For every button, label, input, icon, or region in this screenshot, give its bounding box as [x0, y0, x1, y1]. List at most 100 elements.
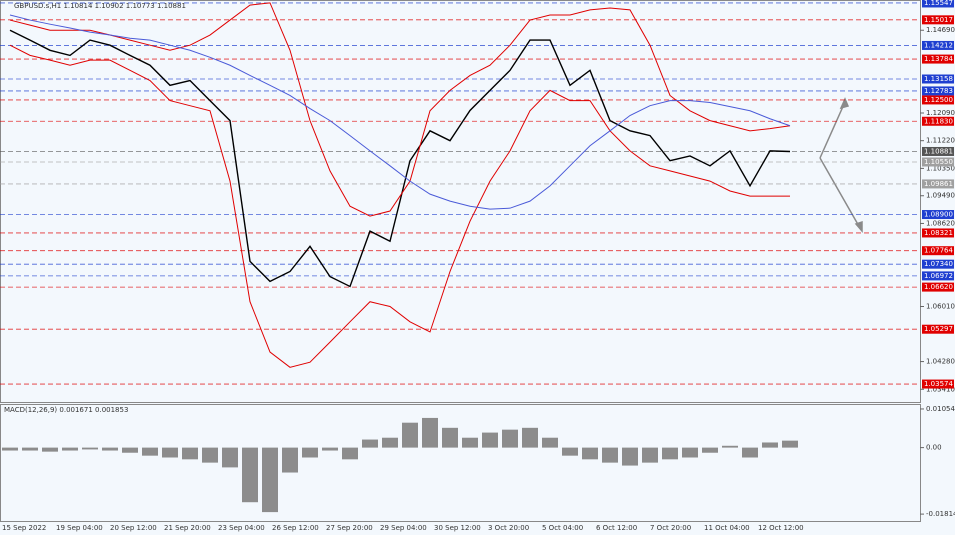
- level-label: 1.10550: [924, 158, 953, 166]
- level-label-box: [922, 179, 954, 189]
- level-label-box: [922, 54, 954, 64]
- histogram-bar: [102, 447, 118, 451]
- x-tick-label: 5 Oct 04:00: [542, 524, 583, 532]
- level-label-box: [922, 116, 954, 126]
- x-tick-label: 21 Sep 20:00: [164, 524, 211, 532]
- histogram-bar: [242, 447, 258, 503]
- histogram-bar: [22, 447, 38, 451]
- x-tick-label: 11 Oct 04:00: [704, 524, 750, 532]
- level-label: 1.08321: [924, 229, 953, 237]
- histogram-bar: [142, 447, 158, 456]
- histogram-bar: [642, 447, 658, 463]
- histogram-bar: [422, 417, 438, 448]
- y-tick-label: 1.14690: [926, 26, 955, 34]
- x-tick-label: 20 Sep 12:00: [110, 524, 157, 532]
- histogram-bar: [262, 447, 278, 513]
- level-label: 1.13784: [924, 55, 953, 63]
- level-label-box: [922, 271, 954, 281]
- histogram-bar: [42, 447, 58, 452]
- histogram-bar: [662, 447, 678, 460]
- histogram-bar: [362, 439, 378, 448]
- histogram-bar: [782, 440, 798, 448]
- level-label: 1.12783: [924, 87, 953, 95]
- level-label-box: [922, 282, 954, 292]
- level-label: 1.09861: [924, 180, 953, 188]
- macd-title: MACD(12,26,9) 0.001671 0.001853: [4, 406, 128, 414]
- level-label-box: [922, 324, 954, 334]
- histogram-bar: [522, 427, 538, 448]
- level-label-box: [922, 74, 954, 84]
- histogram-bar: [502, 429, 518, 448]
- histogram-bar: [82, 447, 98, 450]
- y-tick-label: 1.06010: [926, 303, 955, 311]
- histogram-bar: [542, 437, 558, 448]
- x-tick-label: 19 Sep 04:00: [56, 524, 103, 532]
- level-label-box: [922, 40, 954, 50]
- y-tick-label: 1.12090: [926, 109, 955, 117]
- histogram-bar: [202, 447, 218, 463]
- y-tick-label: 0.00: [926, 444, 942, 452]
- level-label-box: [922, 379, 954, 389]
- histogram-bar: [442, 427, 458, 448]
- level-label: 1.10881: [924, 147, 953, 155]
- histogram-bar: [182, 447, 198, 460]
- x-tick-label: 12 Oct 12:00: [758, 524, 804, 532]
- series-line: [9, 29, 791, 288]
- y-tick-label: 1.09490: [926, 192, 955, 200]
- histogram-bar: [702, 447, 718, 453]
- histogram-bar: [622, 447, 638, 466]
- level-label: 1.05297: [924, 325, 953, 333]
- histogram-bar: [722, 445, 738, 448]
- series-line: [9, 44, 790, 368]
- level-label: 1.15547: [924, 0, 953, 7]
- series-line: [9, 14, 791, 210]
- main-panel: [0, 0, 921, 403]
- macd-panel: [0, 404, 921, 522]
- level-label: 1.03574: [924, 380, 953, 388]
- x-tick-label: 26 Sep 12:00: [272, 524, 319, 532]
- level-label: 1.15017: [924, 16, 953, 24]
- histogram-bar: [602, 447, 618, 463]
- y-tick-label: 0.010545: [926, 405, 955, 413]
- y-tick-label: -0.018145: [926, 510, 955, 518]
- y-tick-label: 1.10350: [926, 164, 955, 172]
- level-label-box: [922, 15, 954, 25]
- histogram-bar: [322, 447, 338, 451]
- level-label: 1.11830: [924, 117, 953, 125]
- level-label: 1.08900: [924, 211, 953, 219]
- level-label-box: [922, 95, 954, 105]
- y-tick-label: 1.08620: [926, 219, 955, 227]
- histogram-bar: [302, 447, 318, 458]
- arrow-head: [839, 97, 850, 110]
- histogram-bar: [382, 437, 398, 448]
- histogram-bar: [2, 447, 18, 451]
- histogram-bar: [162, 447, 178, 458]
- histogram-bar: [562, 447, 578, 456]
- level-label-box: [922, 0, 954, 8]
- level-label-box: [922, 246, 954, 256]
- histogram-bar: [282, 447, 298, 473]
- x-tick-label: 29 Sep 04:00: [380, 524, 427, 532]
- level-label: 1.14212: [924, 41, 953, 49]
- y-tick-label: 1.03410: [926, 385, 955, 393]
- histogram-bar: [582, 447, 598, 460]
- x-tick-label: 27 Sep 20:00: [326, 524, 373, 532]
- histogram-bar: [402, 422, 418, 448]
- arrow-down: [819, 157, 861, 229]
- arrow-up: [819, 101, 846, 159]
- histogram-bar: [682, 447, 698, 458]
- level-label: 1.07340: [924, 260, 953, 268]
- level-label-box: [922, 86, 954, 96]
- level-label: 1.06620: [924, 283, 953, 291]
- histogram-bar: [762, 442, 778, 448]
- level-label: 1.07764: [924, 247, 953, 255]
- histogram-bar: [62, 447, 78, 451]
- histogram-bar: [742, 447, 758, 458]
- level-label-box: [922, 146, 954, 156]
- x-tick-label: 7 Oct 20:00: [650, 524, 691, 532]
- arrow-head: [854, 220, 863, 234]
- histogram-bar: [342, 447, 358, 460]
- y-tick-label: 1.11220: [926, 137, 955, 145]
- x-tick-label: 3 Oct 20:00: [488, 524, 529, 532]
